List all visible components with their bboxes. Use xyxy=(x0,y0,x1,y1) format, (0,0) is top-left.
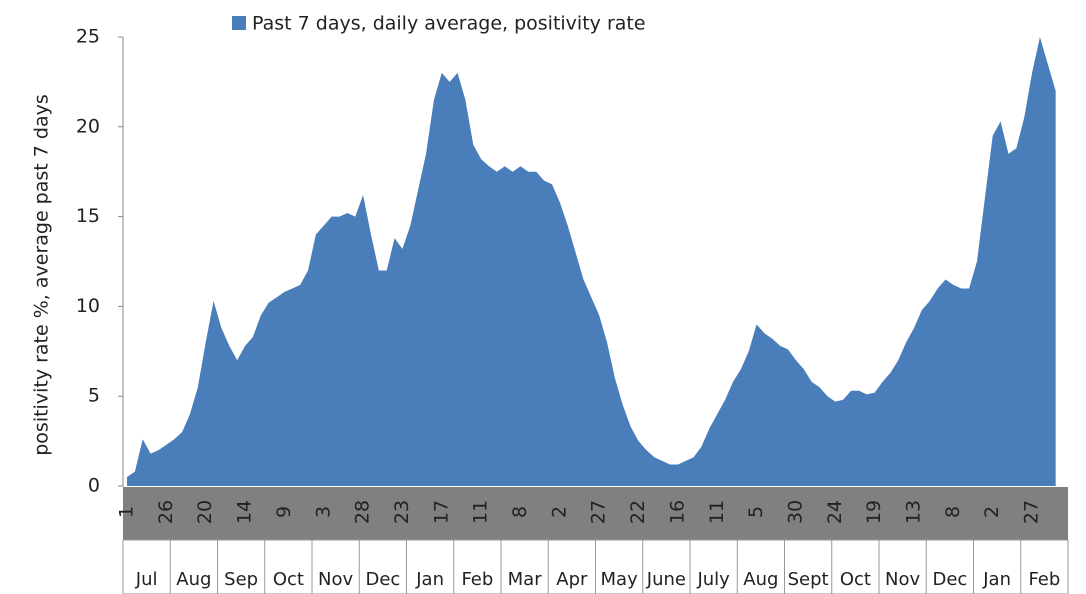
x-tick-label: 8 xyxy=(509,506,531,518)
legend-label: Past 7 days, daily average, positivity r… xyxy=(252,13,646,35)
x-tick-label: 23 xyxy=(391,500,413,524)
x-axis-band xyxy=(123,487,1068,540)
month-label: June xyxy=(646,569,686,590)
month-label: Aug xyxy=(176,569,211,590)
x-tick-label: 28 xyxy=(352,500,374,524)
month-label: Jan xyxy=(982,569,1011,590)
y-tick-label: 5 xyxy=(88,385,100,407)
x-tick-label: 11 xyxy=(470,500,492,524)
x-tick-label: 13 xyxy=(903,500,925,524)
x-tick-label: 27 xyxy=(1021,500,1043,524)
month-label: Feb xyxy=(1028,569,1060,590)
x-tick-label: 5 xyxy=(745,506,767,518)
x-tick-label: 19 xyxy=(863,500,885,524)
month-label: Dec xyxy=(932,569,967,590)
x-tick-label: 20 xyxy=(194,500,216,524)
x-tick-label: 30 xyxy=(784,500,806,524)
x-tick-label: 2 xyxy=(548,506,570,518)
month-label: Nov xyxy=(318,569,353,590)
month-label: Sept xyxy=(788,569,829,590)
month-label: Dec xyxy=(365,569,400,590)
month-label: Jul xyxy=(135,569,158,590)
y-tick-label: 20 xyxy=(76,115,100,137)
x-tick-label: 1 xyxy=(116,506,138,518)
x-tick-label: 11 xyxy=(706,500,728,524)
x-tick-label: 8 xyxy=(942,506,964,518)
month-label: Apr xyxy=(556,569,588,590)
legend-swatch xyxy=(232,16,246,30)
month-label: Sep xyxy=(224,569,258,590)
month-label: Feb xyxy=(461,569,493,590)
month-label: Mar xyxy=(508,569,543,590)
month-label: Aug xyxy=(743,569,778,590)
month-label: Oct xyxy=(273,569,304,590)
y-tick-label: 10 xyxy=(76,295,100,317)
y-tick-label: 25 xyxy=(76,26,100,48)
x-tick-label: 3 xyxy=(312,506,334,518)
x-tick-label: 16 xyxy=(666,500,688,524)
y-axis-title: positivity rate %, average past 7 days xyxy=(31,94,53,456)
y-tick-label: 15 xyxy=(76,205,100,227)
x-tick-label: 24 xyxy=(824,500,846,524)
month-label: Nov xyxy=(885,569,920,590)
x-tick-label: 22 xyxy=(627,500,649,524)
month-label: July xyxy=(696,569,730,590)
area xyxy=(127,37,1056,486)
month-label: Jan xyxy=(415,569,444,590)
x-tick-label: 14 xyxy=(234,500,256,524)
x-tick-label: 26 xyxy=(155,500,177,524)
x-tick-label: 2 xyxy=(981,506,1003,518)
month-label: May xyxy=(601,569,639,590)
y-tick-label: 0 xyxy=(88,475,100,497)
x-tick-label: 17 xyxy=(430,500,452,524)
month-label: Oct xyxy=(840,569,871,590)
x-tick-label: 9 xyxy=(273,506,295,518)
x-tick-label: 27 xyxy=(588,500,610,524)
